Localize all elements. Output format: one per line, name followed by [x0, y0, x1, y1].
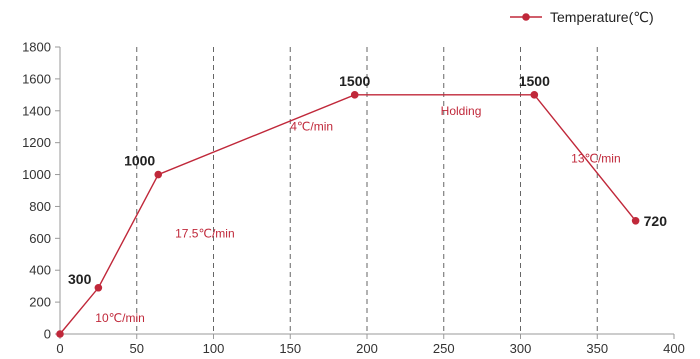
y-tick-label-1000: 1000 — [22, 167, 51, 182]
legend: Temperature(℃) — [510, 9, 654, 25]
data-point-4 — [530, 91, 539, 99]
rate-annotation-3: Holding — [441, 104, 482, 118]
axes: 0 200 400 600 800 1000 1200 1400 1600 1800 0 50 100 1… — [22, 40, 685, 357]
x-tick-label-200: 200 — [356, 341, 378, 356]
legend-label: Temperature(℃) — [550, 9, 654, 25]
x-tick-label-150: 150 — [279, 341, 301, 356]
x-tick-label-50: 50 — [130, 341, 144, 356]
x-tick-label-350: 350 — [586, 341, 608, 356]
x-tick-label-400: 400 — [663, 341, 685, 356]
series-line-0 — [59, 94, 637, 335]
y-tick-label-1400: 1400 — [22, 103, 51, 118]
point-label-2: 1500 — [339, 73, 370, 89]
rate-annotation-0: 10℃/min — [95, 311, 144, 325]
data-point-5 — [631, 216, 640, 225]
data-labels: 300 1000 1500 1500 720 10℃/min 17.5℃/min 4℃/min… — [68, 73, 667, 325]
data-point-2 — [154, 170, 163, 179]
rate-annotation-4: 13℃/min — [571, 152, 621, 166]
y-tick-label-200: 200 — [29, 295, 51, 310]
y-tick-label-1800: 1800 — [22, 40, 51, 55]
y-tick-label-600: 600 — [29, 231, 51, 246]
x-tick-label-0: 0 — [56, 341, 63, 356]
x-tick-label-250: 250 — [433, 341, 455, 356]
data-point-3 — [350, 91, 359, 99]
legend-marker-icon — [522, 13, 530, 21]
rate-annotation-2: 4℃/min — [290, 120, 333, 134]
point-label-0: 300 — [68, 271, 92, 287]
x-tick-label-100: 100 — [203, 341, 225, 356]
y-tick-label-1200: 1200 — [22, 135, 51, 150]
y-tick-label-800: 800 — [29, 199, 51, 214]
point-label-4: 720 — [644, 213, 668, 229]
point-label-1: 1000 — [124, 153, 155, 169]
grid-lines — [136, 47, 598, 334]
y-tick-label-0: 0 — [44, 327, 51, 342]
data-point-1 — [94, 283, 103, 292]
series-temperature — [56, 91, 640, 338]
x-tick-label-300: 300 — [510, 341, 532, 356]
point-label-3: 1500 — [519, 73, 550, 89]
y-tick-label-1600: 1600 — [22, 71, 51, 86]
rate-annotation-1: 17.5℃/min — [175, 227, 235, 241]
data-point-0 — [56, 330, 64, 338]
y-tick-label-400: 400 — [29, 263, 51, 278]
